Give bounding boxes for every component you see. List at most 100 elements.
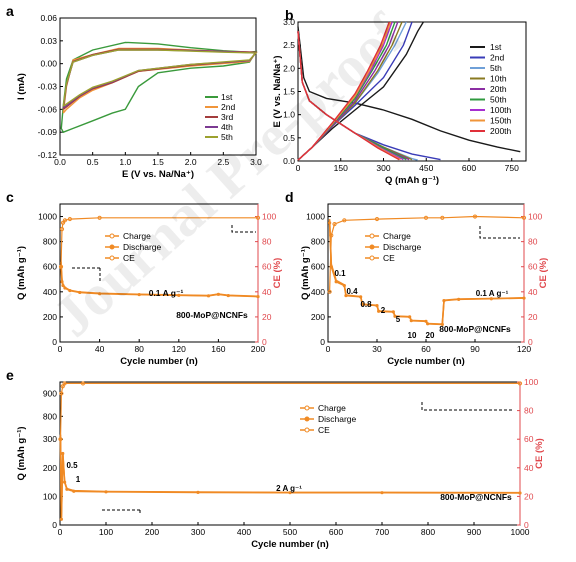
y2-tick-label: 60 [524, 434, 534, 444]
y2-tick-label: 100 [262, 212, 276, 222]
ce-series [329, 215, 525, 292]
discharge-curve [297, 26, 521, 153]
y-tick-label: 0.06 [40, 13, 57, 23]
discharge-series [328, 219, 525, 326]
charge-series [59, 439, 521, 520]
charge-point [61, 283, 65, 288]
arrow-right [479, 226, 520, 239]
charge-point [177, 293, 181, 297]
y-tick-label: 200 [311, 312, 325, 322]
charge-point [104, 490, 108, 494]
x-axis-label: E (V vs. Na/Na⁺) [122, 169, 194, 180]
y-tick-label: 2.5 [283, 40, 295, 50]
material-annotation: 800-MoP@NCNFs [439, 324, 511, 334]
legend-marker [369, 233, 375, 239]
y2-tick-label: 100 [528, 212, 542, 222]
y2-axis-label: CE (%) [538, 258, 549, 289]
legend-marker [109, 233, 115, 239]
legend-label: 1st [490, 42, 502, 52]
panel-letter: a [6, 3, 14, 19]
y-axis-label: Q (mAh g⁻¹) [16, 426, 27, 480]
charge-point [424, 319, 428, 323]
charge-point [196, 490, 200, 494]
y-axis-label: E (V vs. Na/Na⁺) [272, 55, 283, 127]
y2-tick-label: 80 [528, 237, 538, 247]
x-axis-label: Cycle number (n) [120, 356, 198, 367]
y-axis-label: Q (mAh g⁻¹) [300, 246, 311, 300]
charge-point [63, 286, 67, 290]
x-tick-label: 1.5 [152, 157, 164, 167]
charge-point [377, 309, 381, 313]
material-annotation: 800-MoP@NCNFs [176, 310, 248, 320]
y-tick-label: 1.5 [283, 87, 295, 97]
y-tick-label: 100 [43, 491, 57, 501]
rate-label: 0.8 [360, 300, 372, 309]
x-tick-label: 60 [421, 344, 431, 354]
legend-label: Discharge [383, 242, 422, 252]
x-tick-label: 80 [134, 344, 144, 354]
x-tick-label: 40 [95, 344, 105, 354]
y2-tick-label: 40 [262, 287, 272, 297]
x-tick-label: 450 [419, 163, 433, 173]
charge-point [68, 288, 72, 293]
y-tick-label: 0.5 [283, 133, 295, 143]
ce-point [62, 381, 67, 386]
plot-frame [59, 381, 521, 526]
charge-point [288, 491, 292, 495]
discharge-curve [297, 31, 407, 161]
y-tick-label: 200 [43, 312, 57, 322]
rate-label: 2 A g⁻¹ [276, 484, 302, 493]
legend-label: 10th [490, 74, 507, 84]
legend-label: 1st [221, 92, 233, 102]
y2-tick-label: 0 [524, 520, 529, 530]
y2-tick-label: 80 [262, 237, 272, 247]
discharge-curve [297, 31, 400, 161]
y-axis-label: I (mA) [16, 73, 27, 100]
charge-point [329, 265, 333, 269]
y-tick-label: 0.03 [40, 36, 57, 46]
y-tick-label: 1.0 [283, 110, 295, 120]
ce-point [374, 216, 380, 222]
x-tick-label: 2.5 [217, 157, 229, 167]
y2-axis-label: CE (%) [534, 438, 545, 469]
y-tick-label: -0.06 [38, 104, 58, 114]
y-tick-label: 0.0 [283, 156, 295, 166]
y-tick-label: 800 [311, 237, 325, 247]
charge-curve [297, 21, 392, 161]
y-tick-label: 0 [52, 337, 57, 347]
legend-label: Discharge [318, 414, 357, 424]
x-tick-label: 200 [145, 527, 159, 537]
charge-point [380, 491, 384, 495]
x-axis-label: Q (mAh g⁻¹) [385, 175, 439, 186]
discharge-series [59, 434, 521, 518]
legend-label: 2nd [490, 53, 504, 63]
legend-marker [109, 244, 115, 250]
ce-point [59, 226, 65, 232]
ce-point [80, 381, 86, 386]
charge-curve [297, 21, 390, 161]
charge-curve [297, 21, 403, 161]
y2-tick-label: 60 [262, 262, 272, 272]
rate-label: 0.1 A g⁻¹ [476, 289, 509, 298]
legend-label: 5th [490, 63, 502, 73]
x-tick-label: 600 [329, 527, 343, 537]
y-tick-label: 2.0 [283, 63, 295, 73]
ce-point [342, 218, 347, 223]
legend-label: 2nd [221, 102, 235, 112]
arrow-right [231, 225, 256, 233]
panel-letter: b [285, 7, 294, 23]
x-tick-label: 900 [467, 527, 481, 537]
rate-label: 0.4 [346, 287, 358, 296]
panel-letter: c [6, 189, 14, 205]
charge-point [256, 294, 260, 299]
x-tick-label: 0 [58, 344, 63, 354]
y-tick-label: 900 [43, 388, 57, 398]
ce-point [58, 437, 63, 442]
charge-point [457, 297, 461, 301]
y-tick-label: 400 [43, 287, 57, 297]
x-tick-label: 750 [505, 163, 519, 173]
x-tick-label: 0 [296, 163, 301, 173]
legend-label: Discharge [123, 242, 162, 252]
